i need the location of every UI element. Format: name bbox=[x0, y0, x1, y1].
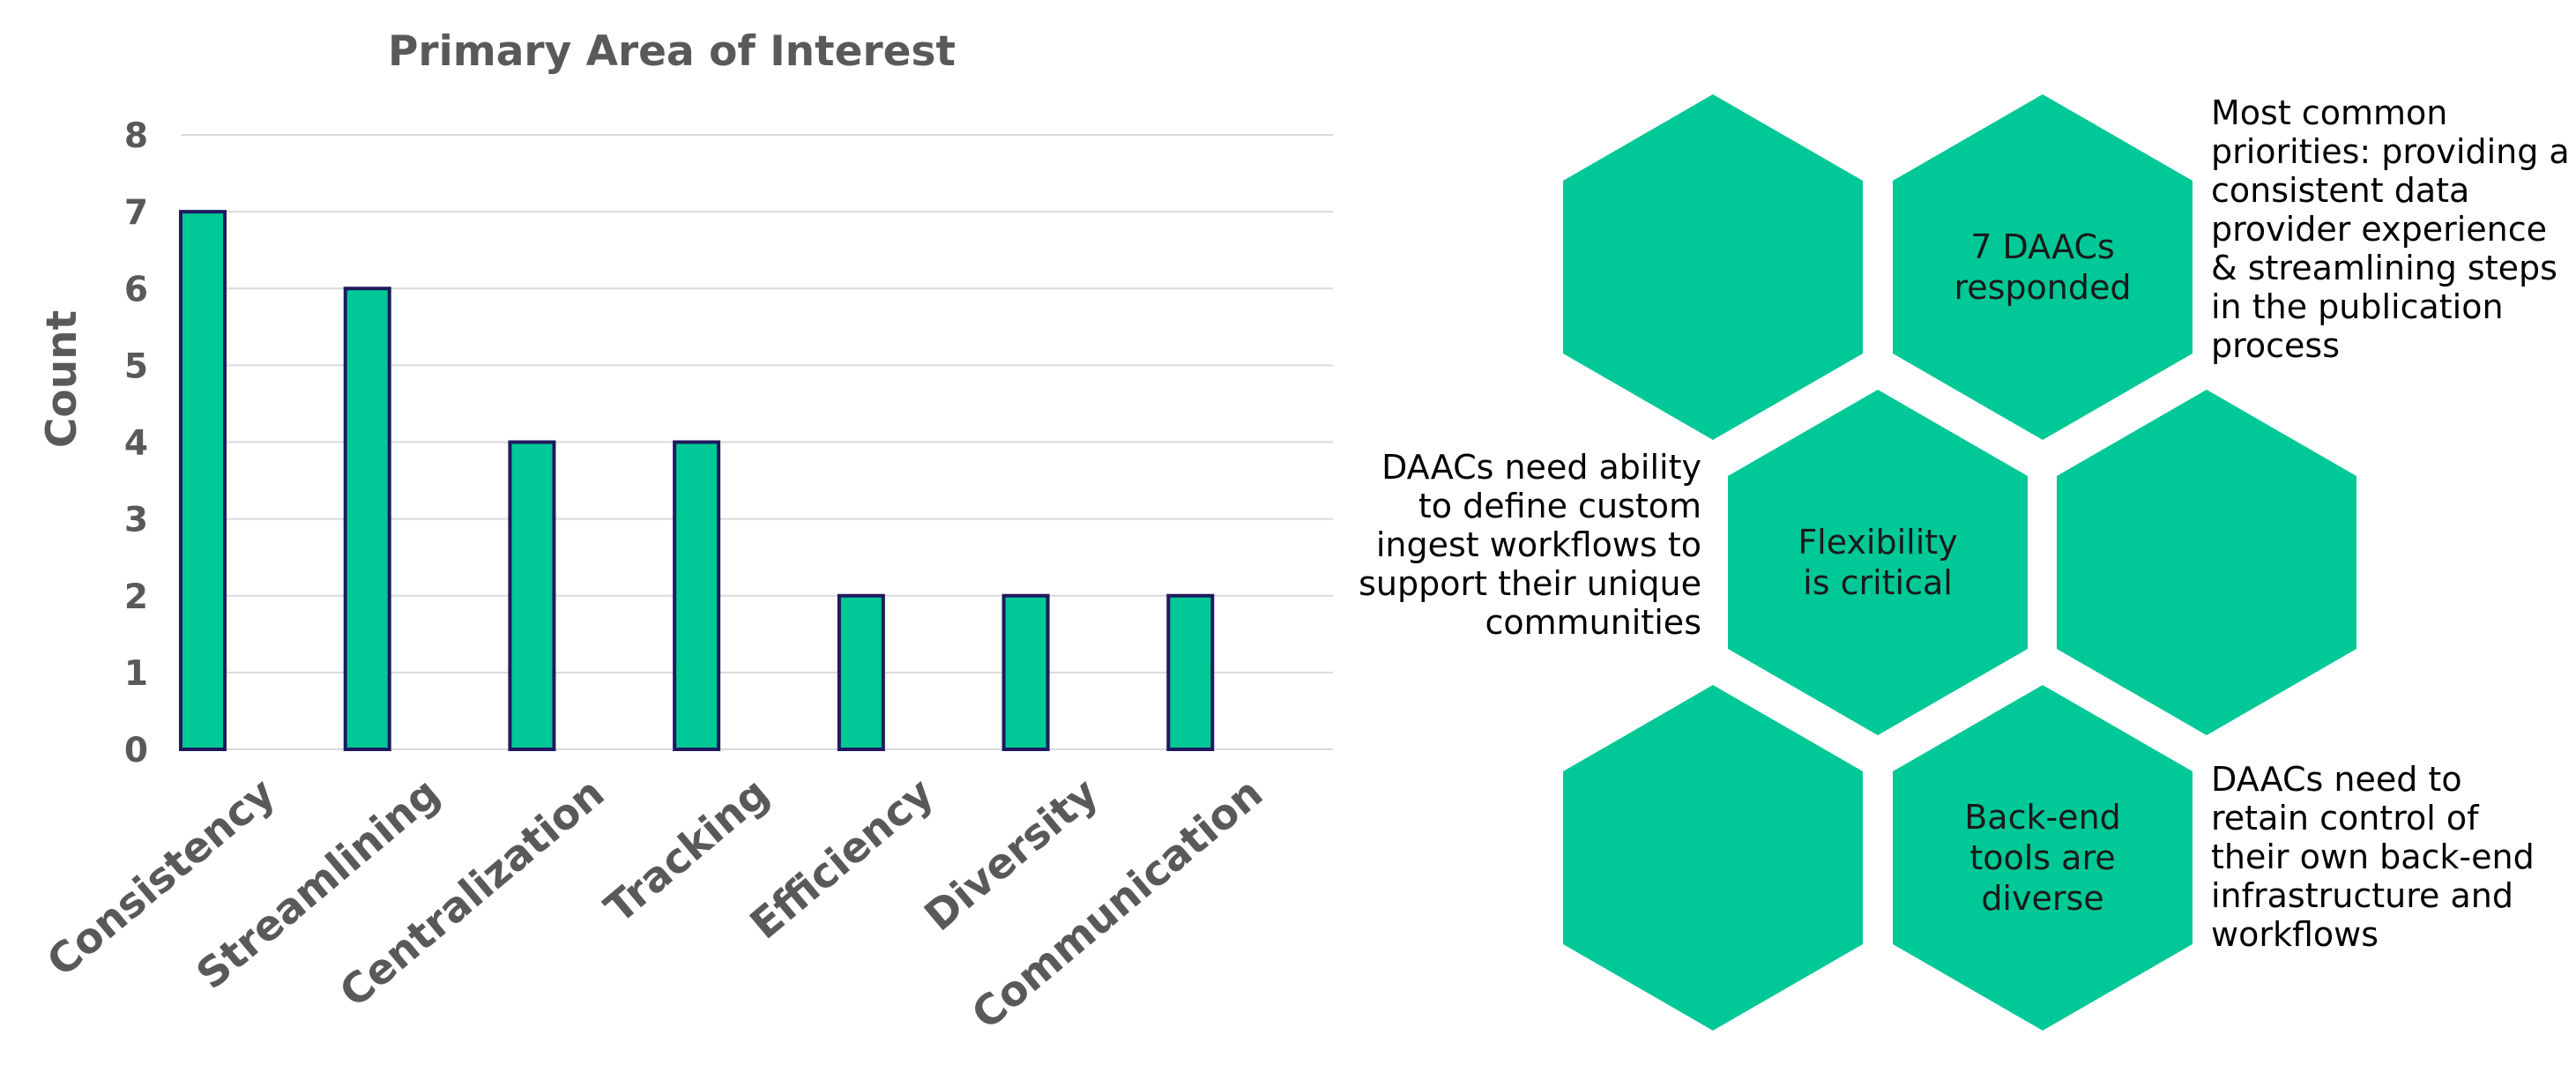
y-tick-label: 4 bbox=[124, 424, 148, 464]
y-tick-label: 6 bbox=[124, 270, 148, 309]
y-axis-label: Count bbox=[38, 310, 86, 448]
hexagon-label: Flexibility bbox=[1798, 523, 1957, 562]
y-tick-label: 0 bbox=[124, 731, 148, 770]
hexagon-label: Back-end bbox=[1964, 798, 2121, 837]
bar bbox=[837, 593, 885, 751]
y-tick-label: 8 bbox=[124, 116, 148, 156]
note-bottom-right: DAACs need to retain control of their ow… bbox=[2211, 760, 2535, 954]
hexagon bbox=[1893, 94, 2193, 440]
hexagon bbox=[1563, 94, 1863, 440]
chart-title: Primary Area of Interest bbox=[388, 27, 956, 76]
bar bbox=[1001, 593, 1050, 751]
bar bbox=[1166, 593, 1215, 751]
hexagon-label: diverse bbox=[1981, 879, 2103, 918]
note-top-right: Most common priorities: providing a cons… bbox=[2211, 93, 2570, 365]
bar bbox=[179, 210, 227, 751]
category-label: Communication bbox=[963, 769, 1272, 1039]
bar-chart: Primary Area of Interest Count 0 1 2 3 4 5 6 7 8… bbox=[38, 27, 1333, 1039]
note-middle-left: DAACs need ability to define custom inge… bbox=[1359, 448, 1701, 642]
hexagon-label: responded bbox=[1954, 268, 2131, 307]
y-tick-labels: 0 1 2 3 4 5 6 7 8 bbox=[124, 116, 148, 770]
bar bbox=[508, 440, 556, 751]
category-label: Efficiency bbox=[741, 769, 943, 949]
category-labels: ConsistencyStreamliningCentralizationTra… bbox=[38, 769, 1272, 1039]
hexagon-label: is critical bbox=[1803, 563, 1953, 602]
y-tick-label: 3 bbox=[124, 501, 148, 540]
hexagon-label: tools are bbox=[1969, 838, 2115, 877]
y-tick-label: 5 bbox=[124, 346, 148, 386]
bar bbox=[343, 287, 391, 751]
y-tick-label: 1 bbox=[124, 654, 148, 694]
bar bbox=[673, 440, 721, 751]
hexagon bbox=[2057, 390, 2356, 735]
hexagon bbox=[1728, 390, 2028, 735]
hexagon bbox=[1893, 685, 2193, 1031]
hexagon bbox=[1563, 685, 1863, 1031]
y-tick-label: 7 bbox=[124, 193, 148, 233]
y-tick-label: 2 bbox=[124, 577, 148, 617]
hexagon-label: 7 DAACs bbox=[1970, 227, 2115, 266]
bars bbox=[179, 210, 1215, 751]
